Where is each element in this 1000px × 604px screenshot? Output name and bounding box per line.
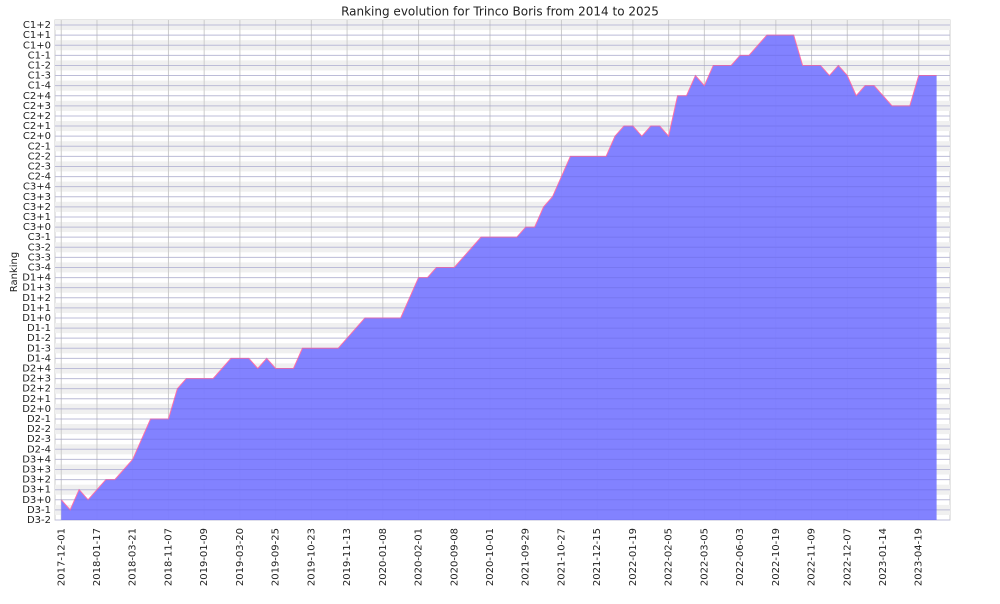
y-tick-label: C2-3 <box>28 161 51 172</box>
y-tick-label: D2-4 <box>27 444 51 455</box>
y-tick-label: D3+3 <box>22 464 51 475</box>
x-tick-label: 2020-01-08 <box>378 528 389 586</box>
y-tick-label: C2+3 <box>23 101 51 112</box>
y-tick-label: C1-3 <box>28 71 51 82</box>
y-tick-label: D2+3 <box>22 374 51 385</box>
y-tick-label: C1-2 <box>28 60 51 71</box>
y-tick-label: C3-3 <box>28 252 51 263</box>
x-tick-label: 2022-11-09 <box>807 528 818 586</box>
y-tick-label: D1+0 <box>22 313 51 324</box>
y-tick-label: C3+0 <box>23 222 51 233</box>
x-tick-label: 2022-10-19 <box>771 528 782 586</box>
y-tick-label: C1-1 <box>28 50 51 61</box>
y-tick-label: D2+2 <box>22 384 51 395</box>
x-tick-label: 2021-10-27 <box>556 528 567 586</box>
y-tick-label: D1-3 <box>27 343 51 354</box>
x-tick-label: 2022-01-19 <box>628 528 639 586</box>
y-tick-label: C2+0 <box>23 131 51 142</box>
x-tick-label: 2019-03-20 <box>235 528 246 586</box>
x-tick-label: 2018-11-07 <box>163 528 174 586</box>
y-tick-label: D1+3 <box>22 283 51 294</box>
y-tick-label: D1+4 <box>22 273 51 284</box>
y-tick-label: C3+3 <box>23 192 51 203</box>
y-tick-label: D1-1 <box>27 323 51 334</box>
x-tick-label: 2022-06-03 <box>735 528 746 586</box>
y-tick-label: C2-2 <box>28 151 51 162</box>
y-axis-label: Ranking <box>9 252 20 292</box>
y-tick-label: C2+4 <box>23 91 51 102</box>
x-tick-label: 2020-10-01 <box>485 528 496 586</box>
y-tick-label: C1+0 <box>23 40 51 51</box>
y-tick-label: D3+2 <box>22 475 51 486</box>
x-tick-label: 2019-10-23 <box>306 528 317 586</box>
y-tick-label: D2-2 <box>27 424 51 435</box>
x-tick-label: 2021-12-15 <box>592 528 603 586</box>
x-tick-label: 2020-02-01 <box>414 528 425 586</box>
y-tick-label: C3+4 <box>23 182 51 193</box>
area <box>61 35 937 520</box>
y-tick-label: D3+0 <box>22 495 51 506</box>
y-tick-label: D3-2 <box>27 515 51 526</box>
y-tick-label: C2+2 <box>23 111 51 122</box>
y-tick-label: D1+2 <box>22 293 51 304</box>
y-tick-label: C3-1 <box>28 232 51 243</box>
y-tick-label: D1+1 <box>22 303 51 314</box>
x-tick-label: 2018-01-17 <box>92 528 103 586</box>
chart-title: Ranking evolution for Trinco Boris from … <box>341 5 659 19</box>
y-tick-label: D3+4 <box>22 454 51 465</box>
y-tick-label: C2+1 <box>23 121 51 132</box>
x-tick-label: 2022-02-05 <box>664 528 675 586</box>
y-tick-label: D2-3 <box>27 434 51 445</box>
x-tick-label: 2019-01-09 <box>199 528 210 586</box>
y-tick-label: C1+2 <box>23 20 51 31</box>
x-tick-label: 2020-09-08 <box>449 528 460 586</box>
y-tick-label: C3-4 <box>28 262 51 273</box>
y-tick-label: C3+2 <box>23 202 51 213</box>
y-tick-label: D2+1 <box>22 394 51 405</box>
x-tick-label: 2021-09-29 <box>521 528 532 586</box>
y-tick-label: D3+1 <box>22 485 51 496</box>
x-tick-label: 2022-03-05 <box>699 528 710 586</box>
y-tick-label: C1-4 <box>28 81 51 92</box>
y-tick-label: C2-4 <box>28 172 51 183</box>
y-tick-label: C3-2 <box>28 242 51 253</box>
y-tick-label: D2-1 <box>27 414 51 425</box>
y-tick-label: C1+1 <box>23 30 51 41</box>
y-tick-label: D2+4 <box>22 363 51 374</box>
x-tick-label: 2019-11-13 <box>342 528 353 586</box>
y-tick-label: D3-1 <box>27 505 51 516</box>
line <box>60 34 937 511</box>
x-tick-label: 2018-03-21 <box>128 528 139 586</box>
x-tick-label: 2017-12-01 <box>56 528 67 586</box>
x-tick-label: 2023-01-14 <box>878 528 889 586</box>
y-tick-label: C2-1 <box>28 141 51 152</box>
y-tick-label: D1-2 <box>27 333 51 344</box>
y-tick-label: C3+1 <box>23 212 51 223</box>
y-tick-label: D2+0 <box>22 404 51 415</box>
x-tick-label: 2022-12-07 <box>842 528 853 586</box>
x-tick-label: 2023-04-19 <box>914 528 925 586</box>
y-tick-label: D1-4 <box>27 353 51 364</box>
x-tick-label: 2019-09-25 <box>271 528 282 586</box>
